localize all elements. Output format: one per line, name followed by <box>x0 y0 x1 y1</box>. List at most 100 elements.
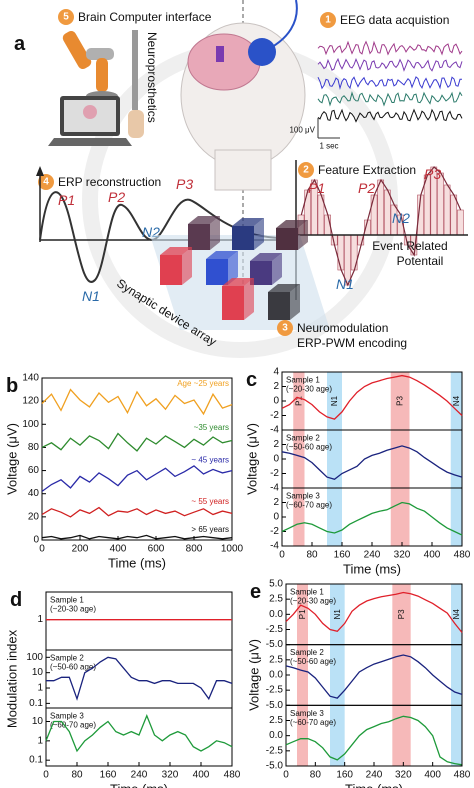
series-line <box>285 715 463 766</box>
x-tick-label: 240 <box>364 550 381 561</box>
y-tick-label: 10 <box>32 667 44 678</box>
step-badge <box>38 174 54 190</box>
block-top <box>232 218 264 226</box>
x-tick-label: 320 <box>394 550 411 561</box>
band <box>297 584 308 766</box>
panel-label: a <box>14 33 26 55</box>
band-label: P1 <box>298 609 307 619</box>
band-label: P1 <box>294 396 303 406</box>
x-tick-label: 320 <box>162 770 179 781</box>
y-tick-label: 1 <box>37 614 43 625</box>
y-tick-label: 1 <box>37 735 43 746</box>
y-tick-label: 10 <box>32 716 44 727</box>
y-tick-label: -5.0 <box>266 639 284 650</box>
band <box>392 584 411 766</box>
eeg-trace <box>317 108 463 123</box>
y-tick-label: -2 <box>270 526 279 537</box>
block-top <box>276 220 308 228</box>
y-tick-label: 0.0 <box>269 609 283 620</box>
panel-label: b <box>6 375 18 397</box>
series-label: ~ 45 years <box>191 455 229 464</box>
y-tick-label: 0 <box>33 535 39 546</box>
block-side <box>254 218 264 250</box>
subplot-title: Sample 2 <box>50 654 84 663</box>
subplot-subtitle: (~20-30 age) <box>286 385 332 394</box>
x-tick-label: 400 <box>193 770 210 781</box>
subplot-title: Sample 1 <box>290 588 324 597</box>
band <box>293 372 305 546</box>
series-line <box>281 445 463 481</box>
y-tick-label: 120 <box>22 396 39 407</box>
laptop-brain <box>83 105 97 119</box>
y-tick-label: 100 <box>26 652 43 663</box>
step-number: 5 <box>63 12 69 23</box>
subplot-title: Sample 1 <box>50 596 84 605</box>
arrow <box>36 166 44 176</box>
x-tick-label: 400 <box>424 770 441 781</box>
x-tick-label: 160 <box>100 770 117 781</box>
x-tick-label: 320 <box>395 770 412 781</box>
robot-arm <box>62 31 92 69</box>
band-label: P3 <box>396 396 405 406</box>
y-tick-label: -4 <box>270 483 279 494</box>
peak-label: P3 <box>176 176 193 192</box>
block-side <box>228 251 238 285</box>
series-line <box>41 534 233 540</box>
y-tick-label: 140 <box>22 373 39 384</box>
x-axis-label: Time (ms) <box>345 782 403 788</box>
feature-bar <box>457 209 464 236</box>
subplot-subtitle: (~50-60 age) <box>290 657 336 666</box>
subplot-title: Sample 3 <box>50 712 84 721</box>
feature-bar <box>384 189 391 236</box>
block-side <box>290 284 300 320</box>
step-badge <box>58 9 74 25</box>
x-tick-label: 800 <box>186 544 203 555</box>
series-line <box>281 501 463 536</box>
step-number: 1 <box>325 15 331 26</box>
feature-curve <box>300 166 462 287</box>
peak-label: P1 <box>308 180 325 196</box>
block-side <box>182 247 192 285</box>
step-title: EEG data acquistion <box>340 13 449 27</box>
block-front <box>250 261 272 285</box>
step-title: ERP reconstruction <box>58 175 161 189</box>
y-tick-label: -5.0 <box>266 700 284 711</box>
x-tick-label: 80 <box>71 770 83 781</box>
caption: Potentail <box>397 254 444 268</box>
x-tick-label: 160 <box>336 770 353 781</box>
peak-label: P2 <box>358 180 375 196</box>
peak-label: N2 <box>392 210 410 226</box>
step-subtitle: ERP-PWM encoding <box>297 336 407 350</box>
series-label: Age ~25 years <box>177 379 229 388</box>
block-side <box>298 220 308 250</box>
y-tick-label: -2 <box>270 410 279 421</box>
x-axis-label: Time (ms) <box>343 562 401 577</box>
x-tick-label: 480 <box>224 770 241 781</box>
x-axis-label: Time (ms) <box>108 556 166 571</box>
neck <box>214 149 272 191</box>
band-label: N4 <box>452 395 461 406</box>
block-front <box>268 292 290 320</box>
subplot-subtitle: (~60-70 age) <box>290 718 336 727</box>
y-tick-label: 20 <box>28 511 40 522</box>
y-tick-label: 80 <box>28 442 40 453</box>
neuroprosthetics-label: Neuroprosthetics <box>145 32 159 123</box>
series-line <box>45 713 233 753</box>
y-tick-label: 1 <box>37 683 43 694</box>
step-title: Neuromodulation <box>297 321 388 335</box>
subplot-subtitle: (~50-60 age) <box>286 443 332 452</box>
x-tick-label: 0 <box>283 770 289 781</box>
peak-label: N1 <box>336 276 354 292</box>
step-badge <box>277 320 293 336</box>
subplot-title: Sample 3 <box>290 709 324 718</box>
y-tick-label: 100 <box>22 419 39 430</box>
y-tick-label: -2.5 <box>266 624 284 635</box>
band-label: P3 <box>397 609 406 619</box>
y-tick-label: 0 <box>273 512 279 523</box>
subplot-subtitle: (~60-70 age) <box>286 501 332 510</box>
scale-voltage: 100 μV <box>289 126 315 135</box>
x-axis-label: Time (ms) <box>110 782 168 788</box>
laptop-base <box>48 138 132 146</box>
series-line <box>41 432 233 452</box>
